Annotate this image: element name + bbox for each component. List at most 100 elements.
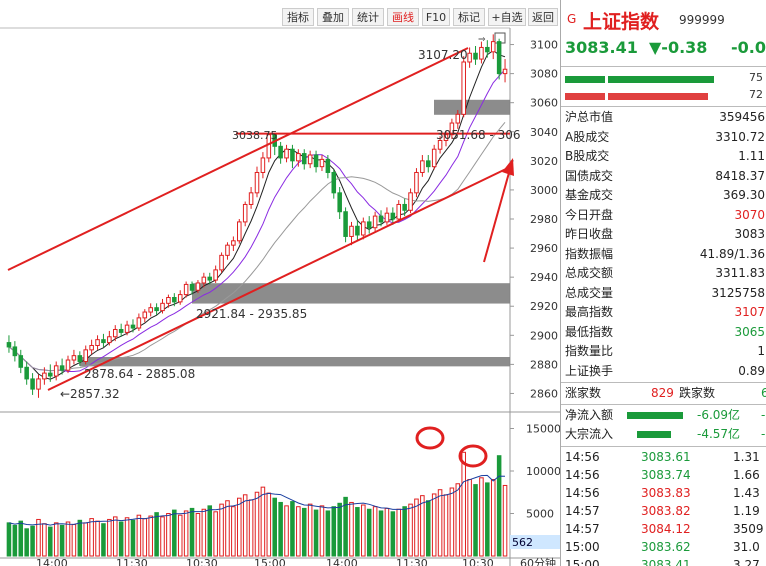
candle[interactable] — [467, 47, 472, 68]
candle[interactable] — [148, 303, 153, 317]
candle[interactable] — [36, 374, 41, 398]
candle[interactable] — [378, 210, 384, 227]
tick-row[interactable]: 14:57 3084.12 3509 — [565, 520, 766, 538]
candle[interactable] — [136, 313, 142, 331]
tick-row[interactable]: 14:57 3083.82 1.19 — [565, 502, 766, 520]
candle[interactable] — [124, 320, 130, 336]
candle[interactable] — [361, 217, 366, 240]
candle[interactable] — [160, 298, 165, 314]
candle[interactable] — [461, 56, 466, 118]
candle[interactable] — [449, 118, 455, 140]
candle[interactable] — [402, 198, 407, 217]
candle[interactable] — [254, 166, 260, 198]
candle[interactable] — [260, 152, 266, 179]
candle[interactable] — [42, 367, 47, 385]
candle[interactable] — [65, 355, 71, 374]
kline-chart[interactable]: 3100 3080 3060 3040 3020 3000 2980 2960 2940 2920… — [0, 0, 560, 566]
toolbar-indicator-button[interactable]: 指标 — [282, 8, 314, 26]
candle[interactable] — [479, 41, 484, 64]
toolbar-stats-button[interactable]: 统计 — [352, 8, 384, 26]
candle[interactable] — [502, 59, 508, 83]
candle[interactable] — [53, 361, 59, 381]
candle[interactable] — [189, 281, 195, 295]
tick-row[interactable]: 15:00 3083.62 31.0 — [565, 538, 766, 556]
toolbar-add-favorite-button[interactable]: +自选 — [488, 8, 526, 26]
candle[interactable] — [431, 144, 437, 170]
candle[interactable] — [390, 207, 396, 225]
candle[interactable] — [95, 335, 100, 350]
candle[interactable] — [290, 144, 295, 169]
candle[interactable] — [83, 345, 89, 365]
candle[interactable] — [183, 281, 189, 298]
candle[interactable] — [219, 252, 224, 273]
candle[interactable] — [89, 339, 94, 355]
candle[interactable] — [372, 211, 378, 233]
candle[interactable] — [266, 133, 272, 163]
candle[interactable] — [6, 335, 12, 353]
candle[interactable] — [30, 373, 35, 395]
candle[interactable] — [473, 45, 478, 65]
candle[interactable] — [408, 188, 413, 214]
toolbar-back-button[interactable]: 返回 — [528, 8, 558, 26]
tick-row[interactable]: 14:56 3083.74 1.66 — [565, 466, 766, 484]
toolbar-drawline-button[interactable]: 画线 — [387, 8, 419, 26]
candle[interactable] — [496, 38, 502, 80]
candle[interactable] — [207, 272, 213, 285]
candle[interactable] — [77, 351, 83, 366]
toolbar-overlay-button[interactable]: 叠加 — [317, 8, 349, 26]
candle[interactable] — [201, 272, 207, 288]
candle[interactable] — [384, 207, 390, 225]
candle[interactable] — [425, 155, 431, 173]
candle[interactable] — [331, 169, 337, 199]
candle[interactable] — [284, 144, 289, 163]
toolbar-f10-button[interactable]: F10 — [422, 8, 450, 26]
candle[interactable] — [112, 325, 118, 342]
candle[interactable] — [301, 149, 307, 170]
candle[interactable] — [366, 216, 372, 234]
candle[interactable] — [12, 341, 18, 362]
candle[interactable] — [142, 309, 148, 323]
candle[interactable] — [231, 236, 236, 251]
candle[interactable] — [101, 333, 106, 347]
candle[interactable] — [313, 150, 319, 173]
candle[interactable] — [490, 34, 496, 60]
candle[interactable] — [166, 294, 171, 308]
price-label: 2921.84 - 2935.85 — [196, 307, 307, 321]
candle[interactable] — [296, 149, 301, 167]
candle[interactable] — [154, 303, 159, 315]
tick-row[interactable]: 15:00 3083.41 3.27 — [565, 556, 766, 566]
candle[interactable] — [118, 323, 124, 337]
candle[interactable] — [24, 361, 29, 385]
candle[interactable] — [420, 155, 425, 177]
candle[interactable] — [242, 201, 248, 227]
candle[interactable] — [59, 358, 65, 375]
candle[interactable] — [325, 155, 331, 179]
candle[interactable] — [396, 200, 402, 222]
candle[interactable] — [343, 207, 348, 243]
candle[interactable] — [172, 293, 177, 307]
candle[interactable] — [248, 187, 254, 209]
candle[interactable] — [225, 242, 230, 260]
toolbar-mark-button[interactable]: 标记 — [453, 8, 485, 26]
tick-row[interactable]: 14:56 3083.83 1.43 — [565, 484, 766, 502]
candle[interactable] — [107, 330, 112, 346]
candle[interactable] — [18, 349, 24, 374]
candle[interactable] — [485, 40, 490, 58]
candle[interactable] — [337, 187, 342, 219]
candle[interactable] — [307, 150, 313, 169]
candle[interactable] — [455, 109, 461, 129]
candle[interactable] — [437, 136, 443, 154]
candle[interactable] — [237, 219, 242, 244]
candle[interactable] — [213, 265, 218, 283]
candle[interactable] — [195, 280, 201, 294]
candle[interactable] — [71, 349, 77, 365]
candle[interactable] — [319, 155, 325, 172]
candle[interactable] — [278, 141, 283, 164]
candle[interactable] — [414, 168, 419, 198]
candle[interactable] — [355, 220, 360, 241]
candle[interactable] — [48, 364, 53, 382]
tick-row[interactable]: 14:56 3083.61 1.31 — [565, 448, 766, 466]
candle[interactable] — [349, 221, 354, 246]
candle[interactable] — [130, 319, 136, 333]
candle[interactable] — [177, 290, 183, 305]
